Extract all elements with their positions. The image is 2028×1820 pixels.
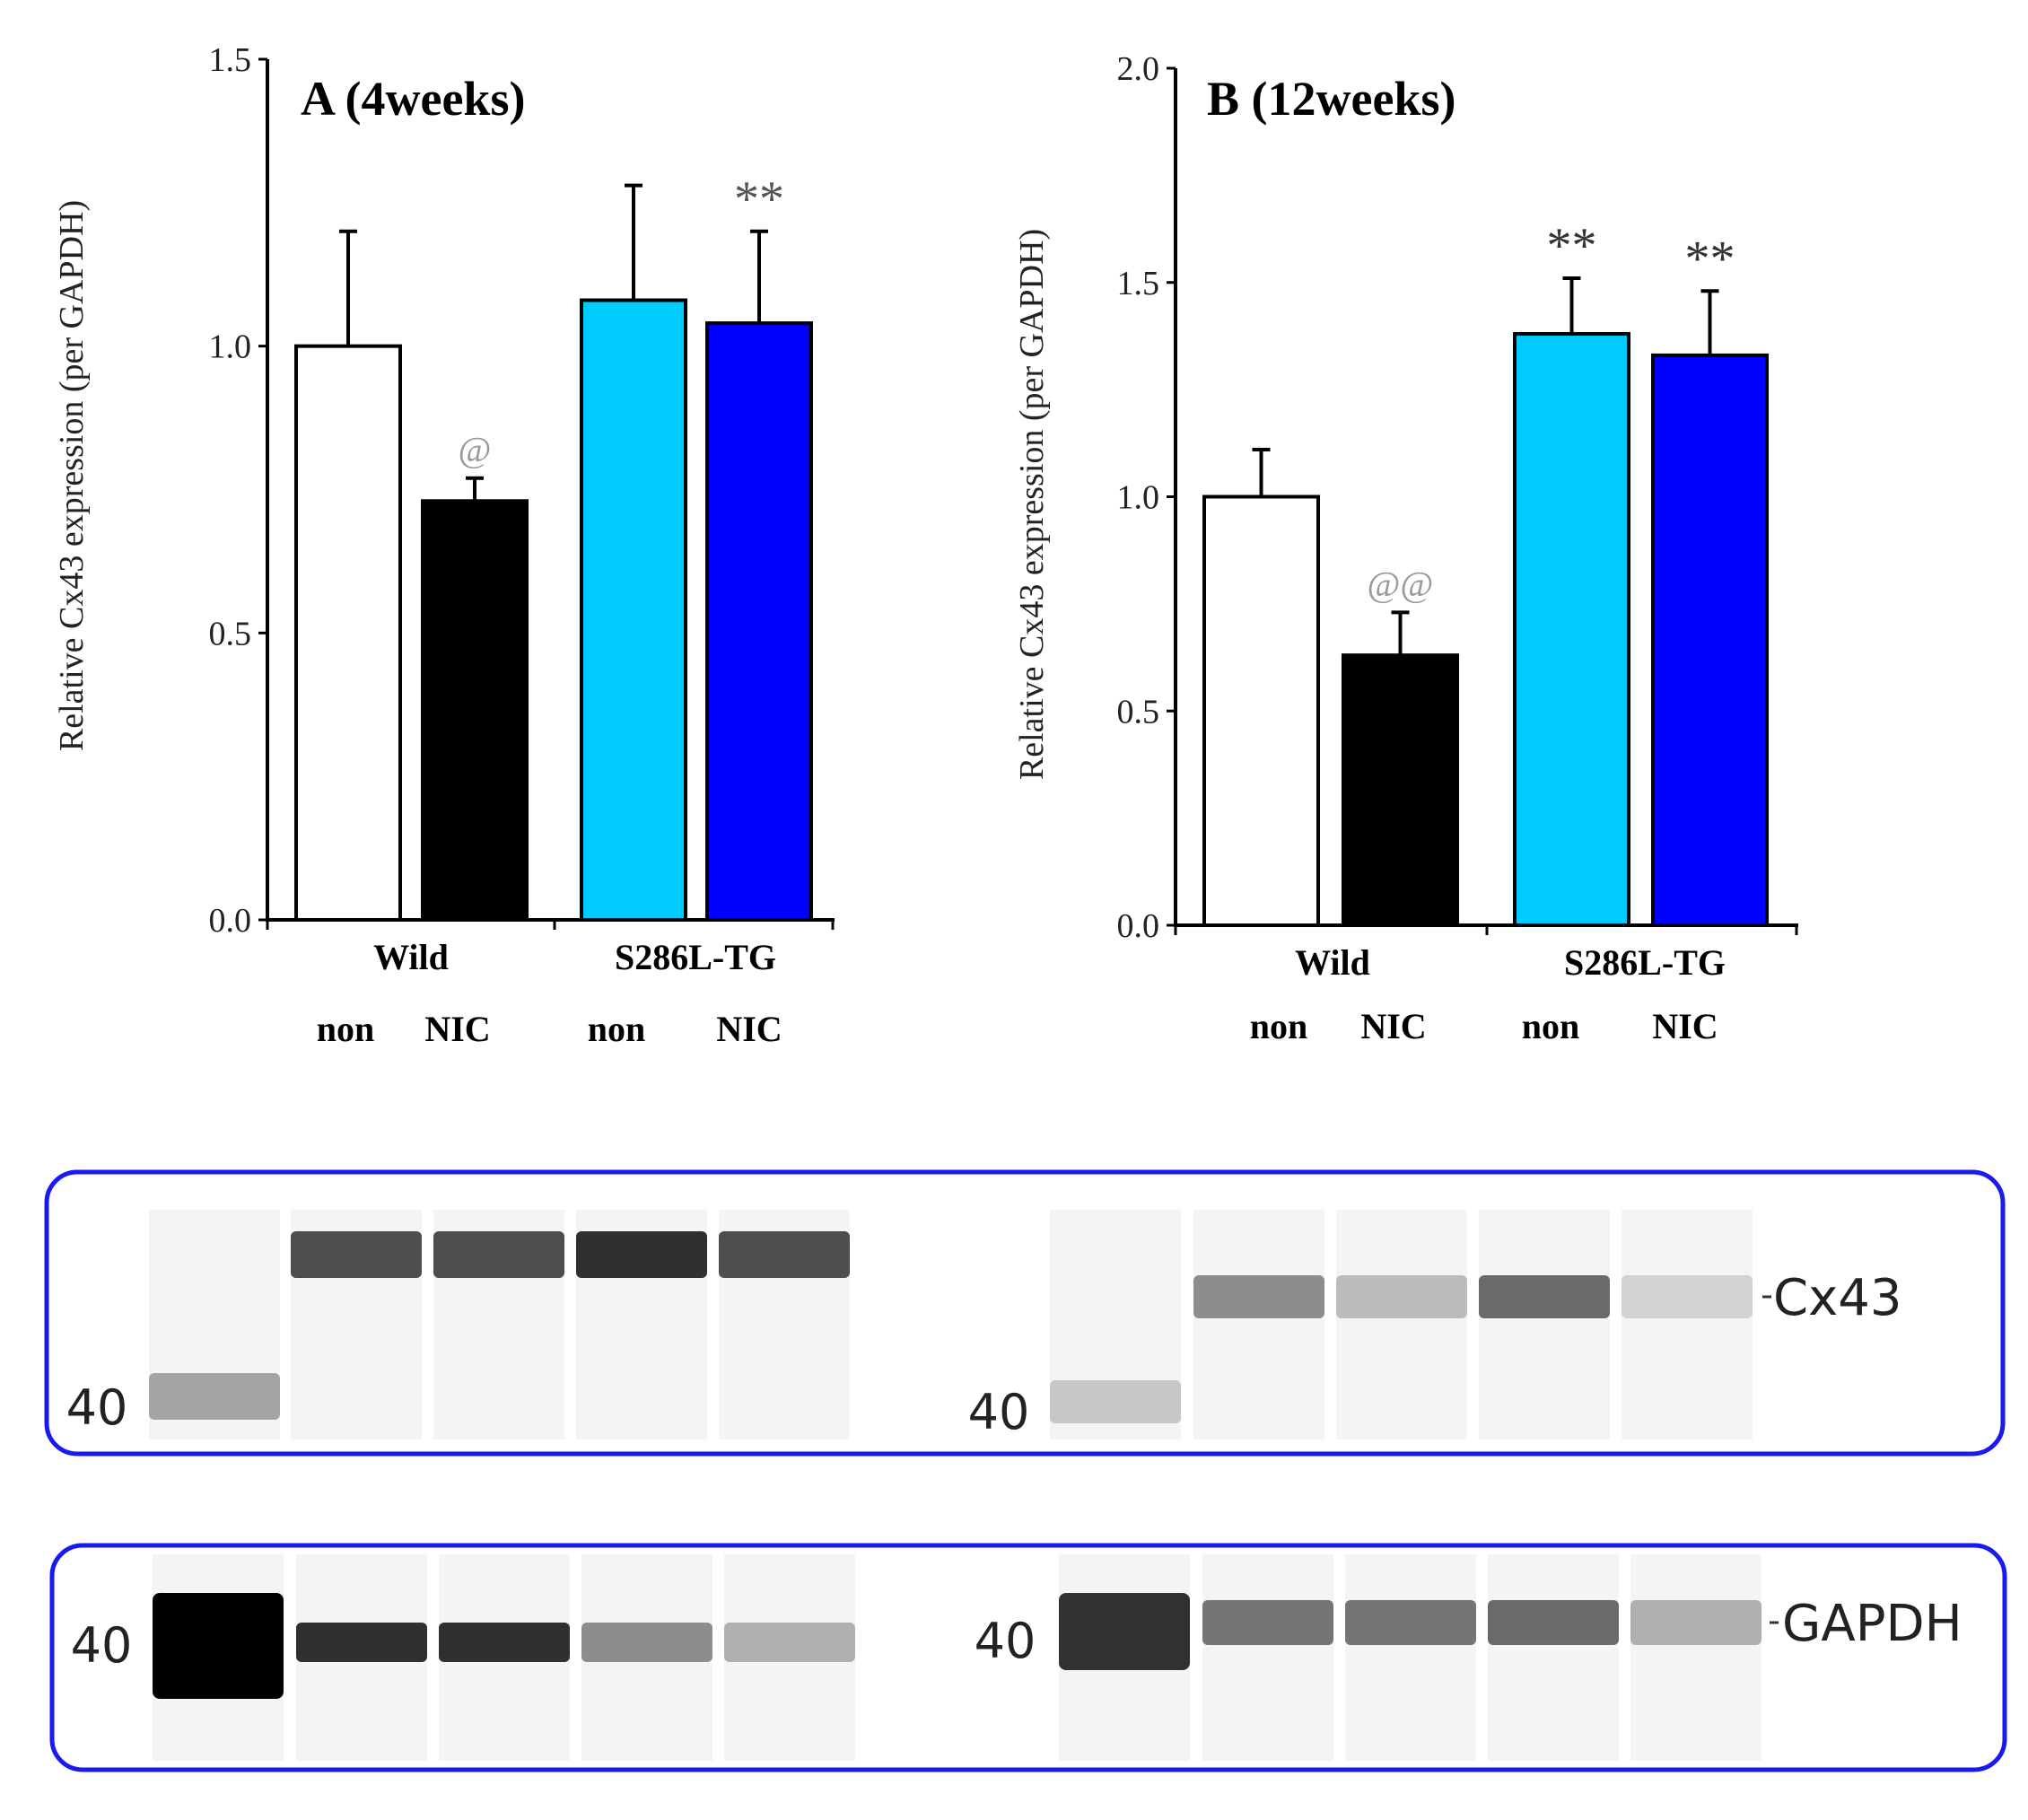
chart-b-yticks: 0.0 0.5 1.0 1.5 2.0 bbox=[1117, 50, 1176, 945]
chart-a-y-tick-label: 1.5 bbox=[209, 41, 252, 79]
chart-a-bar bbox=[705, 321, 813, 922]
gapdh-right-lane bbox=[1488, 1554, 1619, 1761]
cx43-left-band bbox=[433, 1231, 564, 1278]
cx43-right-lane bbox=[1479, 1210, 1610, 1439]
cx43-right-lane bbox=[1622, 1210, 1753, 1439]
gapdh-right-band bbox=[1630, 1600, 1761, 1645]
gapdh-right-lane bbox=[1202, 1554, 1333, 1761]
gapdh-right-lane bbox=[1630, 1554, 1761, 1761]
gapdh-left-band bbox=[724, 1623, 855, 1662]
chart-b-annotations: @@ ** ** bbox=[1368, 218, 1735, 604]
chart-a-y-tick-label: 0.5 bbox=[209, 615, 252, 652]
western-blot-panels: 40 40 40 40 Cx43 GAPDH bbox=[44, 1169, 2007, 1772]
gapdh-label: GAPDH bbox=[1782, 1595, 1962, 1653]
chart-b-y-tick-label: 1.0 bbox=[1117, 479, 1160, 517]
gapdh-right-band bbox=[1488, 1600, 1619, 1645]
gapdh-right-marker-band bbox=[1059, 1593, 1190, 1670]
chart-a-category-label: NIC bbox=[716, 1009, 782, 1049]
chart-a-yticks: 0.0 0.5 1.0 1.5 bbox=[209, 41, 267, 940]
chart-b-bar bbox=[1342, 653, 1459, 927]
chart-a-annotation: @ bbox=[459, 430, 492, 470]
cx43-label: Cx43 bbox=[1773, 1269, 1902, 1327]
gapdh-left-marker-band bbox=[153, 1593, 284, 1699]
chart-a-annotation: ** bbox=[734, 171, 784, 227]
chart-b-annotation: ** bbox=[1685, 231, 1735, 286]
cx43-right-lane bbox=[1336, 1210, 1467, 1439]
chart-b-annotation: ** bbox=[1547, 218, 1597, 274]
chart-b-y-tick-label: 0.5 bbox=[1117, 693, 1160, 731]
blot-lanes bbox=[149, 1210, 1761, 1761]
chart-b-group-label-tg: S286L-TG bbox=[1564, 942, 1726, 983]
cx43-left-band bbox=[291, 1231, 422, 1278]
chart-b-category-label: non bbox=[1522, 1006, 1580, 1046]
chart-a-bar bbox=[421, 499, 529, 923]
chart-b-category-label: NIC bbox=[1652, 1006, 1718, 1046]
chart-b: B (12weeks) Relative Cx43 expression (pe… bbox=[1013, 50, 1798, 1046]
cx43-right-band bbox=[1050, 1380, 1181, 1423]
cx43-right-band bbox=[1479, 1275, 1610, 1318]
chart-b-y-tick-label: 0.0 bbox=[1117, 907, 1160, 945]
chart-a-group-label-tg: S286L-TG bbox=[615, 937, 776, 977]
gapdh-right-marker-label: 40 bbox=[975, 1613, 1036, 1669]
gapdh-left-band bbox=[581, 1623, 712, 1662]
chart-a-y-tick-label: 1.0 bbox=[209, 328, 252, 366]
cx43-left-marker-label: 40 bbox=[66, 1379, 128, 1436]
gapdh-right-band bbox=[1202, 1600, 1333, 1645]
cx43-right-band bbox=[1193, 1275, 1324, 1318]
chart-a-ylabel: Relative Cx43 expression (per GAPDH) bbox=[53, 200, 91, 751]
chart-b-annotation: @@ bbox=[1368, 564, 1434, 604]
chart-b-category-label: NIC bbox=[1360, 1006, 1426, 1046]
cx43-right-lane bbox=[1193, 1210, 1324, 1439]
gapdh-left-band bbox=[296, 1623, 427, 1662]
chart-a-category-label: non bbox=[317, 1009, 375, 1049]
chart-b-ylabel: Relative Cx43 expression (per GAPDH) bbox=[1013, 229, 1051, 780]
chart-a-category-label: NIC bbox=[424, 1009, 490, 1049]
chart-b-bar bbox=[1513, 332, 1630, 927]
chart-b-bar bbox=[1651, 353, 1769, 927]
cx43-right-marker-label: 40 bbox=[968, 1384, 1030, 1440]
chart-a-category-label: non bbox=[588, 1009, 646, 1049]
chart-a-group-label-wild: Wild bbox=[373, 937, 449, 977]
cx43-right-band bbox=[1622, 1275, 1753, 1318]
chart-b-group-label-wild: Wild bbox=[1295, 942, 1370, 983]
cx43-left-band bbox=[719, 1231, 850, 1278]
chart-a-error-bars bbox=[339, 183, 768, 502]
chart-b-title: B (12weeks) bbox=[1207, 72, 1455, 126]
gapdh-left-marker-label: 40 bbox=[71, 1617, 133, 1674]
gapdh-left-band bbox=[439, 1623, 570, 1662]
chart-b-category-label: non bbox=[1250, 1006, 1308, 1046]
cx43-left-band bbox=[576, 1231, 707, 1278]
chart-b-bars bbox=[1202, 332, 1769, 927]
chart-b-bar bbox=[1202, 494, 1320, 927]
chart-a: A (4weeks) Relative Cx43 expression (per… bbox=[53, 41, 835, 1049]
chart-a-bars bbox=[294, 298, 813, 923]
cx43-left-band bbox=[149, 1373, 280, 1420]
cx43-right-band bbox=[1336, 1275, 1467, 1318]
chart-b-y-tick-label: 2.0 bbox=[1117, 50, 1160, 88]
chart-b-y-tick-label: 1.5 bbox=[1117, 265, 1160, 302]
gapdh-right-lane bbox=[1345, 1554, 1476, 1761]
chart-b-error-bars bbox=[1252, 276, 1719, 656]
chart-a-y-tick-label: 0.0 bbox=[209, 902, 252, 940]
chart-a-bar bbox=[580, 298, 687, 922]
chart-a-bar bbox=[294, 344, 402, 922]
gapdh-right-band bbox=[1345, 1600, 1476, 1645]
chart-a-annotations: @ ** bbox=[459, 171, 784, 470]
chart-a-title: A (4weeks) bbox=[301, 72, 525, 126]
